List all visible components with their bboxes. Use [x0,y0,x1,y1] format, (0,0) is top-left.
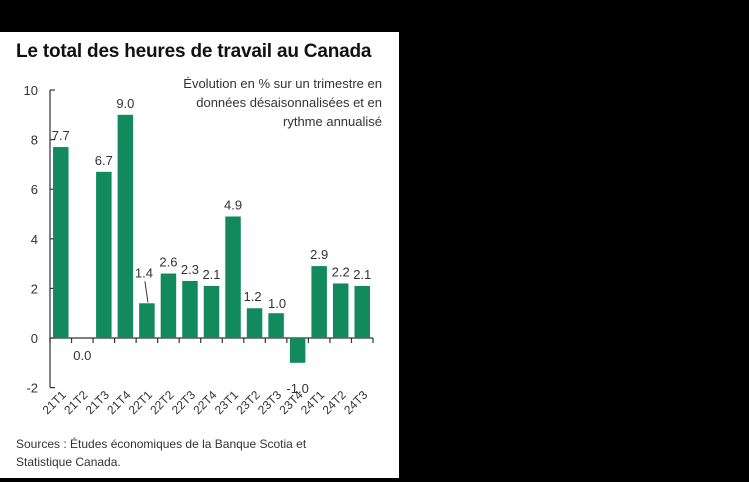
data-label: 1.4 [135,265,153,280]
bar [96,171,112,338]
data-label: 2.2 [332,264,350,279]
data-label: 2.3 [181,262,199,277]
bar [203,285,220,338]
chart-sources: Sources : Études économiques de la Banqu… [16,435,346,471]
x-category-label: 24T3 [341,388,370,417]
sources-line: Statistique Canada. [16,455,121,469]
bar [332,283,349,338]
bar [225,216,241,338]
data-label: 7.7 [52,128,70,143]
data-label: 6.7 [95,153,113,168]
subtitle-line: rythme annualisé [283,114,382,129]
chart-subtitle: Évolution en % sur un trimestre en donné… [132,74,382,131]
bar [139,303,155,338]
y-tick-label: 2 [31,281,38,296]
y-tick-label: 10 [24,83,38,98]
y-tick-label: -2 [26,381,38,396]
leader-line [144,281,149,303]
bar [246,308,263,338]
bar [289,338,306,363]
data-label: 2.1 [202,267,220,282]
subtitle-line: Évolution en % sur un trimestre en [183,76,382,91]
data-label: 2.1 [353,267,371,282]
bar [354,285,370,338]
sources-line: Sources : Études économiques de la Banqu… [16,437,307,451]
y-tick-label: 4 [31,232,38,247]
data-label: 0.0 [73,348,91,363]
data-label: 2.6 [159,255,177,270]
bar [311,266,327,338]
bar [182,280,198,338]
y-tick-label: 8 [31,133,38,148]
y-tick-label: 0 [31,331,38,346]
subtitle-line: données désaisonnalisées et en [196,95,382,110]
data-label: 1.0 [268,296,286,311]
bar [117,114,134,338]
bar [53,147,69,338]
data-label: 2.9 [310,247,328,262]
bar [160,273,177,338]
bar [268,313,284,338]
data-label: 1.2 [244,289,262,304]
chart-title: Le total des heures de travail au Canada [16,41,372,62]
data-label: 4.9 [224,197,242,212]
data-label: 9.0 [116,96,134,111]
y-tick-label: 6 [31,182,38,197]
data-label: -1.0 [286,381,308,396]
